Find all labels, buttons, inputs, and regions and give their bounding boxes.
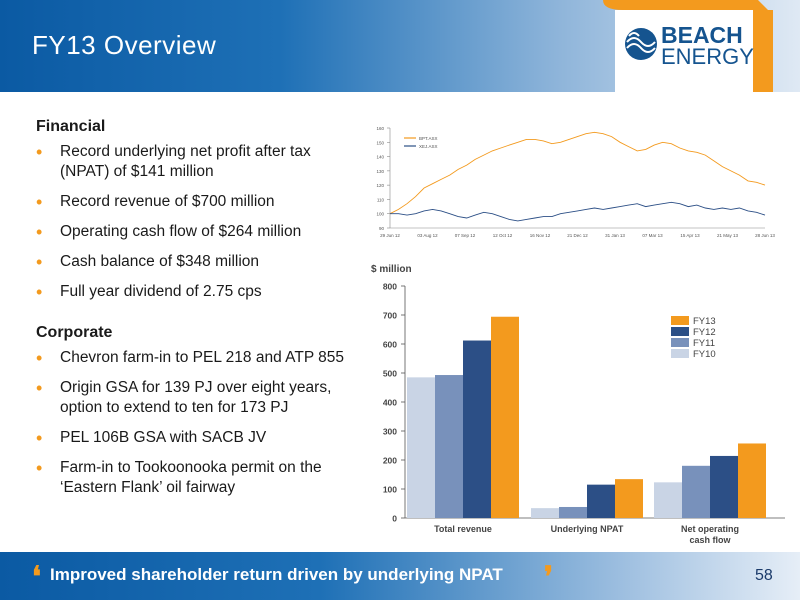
bar-fy12-2 [710, 455, 738, 518]
page-number: 58 [755, 567, 773, 584]
list-item: • Operating cash flow of $264 million [36, 222, 302, 242]
bar-fy12-0 [463, 340, 491, 518]
legend-label: FY11 [693, 338, 715, 349]
y-tick-label: 600 [383, 340, 397, 350]
company-logo: BEACH ENERGY [603, 0, 773, 92]
list-item: • Chevron farm-in to PEL 218 and ATP 855 [36, 348, 345, 368]
corporate-list: • Chevron farm-in to PEL 218 and ATP 855 … [36, 348, 361, 498]
legend-label: FY10 [693, 349, 716, 360]
slide-title: FY13 Overview [32, 30, 217, 60]
series-line-xej-asx [390, 201, 766, 222]
x-tick-label: 07 Sep 12 [455, 233, 476, 238]
y-tick-label: 90 [379, 226, 385, 231]
close-quote-icon: ❜ [544, 560, 554, 593]
y-tick-label: 140 [376, 155, 384, 160]
y-tick-label: 120 [376, 183, 384, 188]
bar-fy12-1 [587, 484, 615, 518]
y-tick-label: 800 [383, 282, 397, 292]
x-tick-label: 16 Nov 12 [530, 233, 551, 238]
legend-label: FY13 [693, 316, 716, 327]
legend-swatch-fy11 [671, 338, 689, 347]
x-tick-label: 21 Dec 12 [567, 233, 588, 238]
y-tick-label: 110 [377, 197, 385, 202]
corporate-heading: Corporate [36, 324, 113, 341]
y-axis-label: $ million [371, 264, 412, 275]
bar-fy10-0 [407, 377, 435, 518]
y-tick-label: 700 [383, 311, 397, 321]
bar-fy11-2 [682, 465, 710, 518]
legend-label: XEJ.ASX [419, 144, 438, 149]
x-tick-label: 28 Jun 13 [755, 233, 775, 238]
list-item: • Farm-in to Tookoonooka permit on the ‘E… [36, 458, 322, 496]
y-tick-label: 160 [376, 126, 384, 131]
y-tick-label: 300 [383, 427, 397, 437]
financials-bar-chart: $ million 0 100 200 300 400 500 600 700 800 Total … [371, 264, 785, 545]
bar-fy13-1 [615, 479, 643, 518]
open-quote-icon: ❛ [32, 560, 42, 593]
slide-footer [0, 552, 800, 600]
x-tick-label: 03 Aug 12 [417, 233, 438, 238]
list-item: • Record underlying net profit after tax … [36, 142, 311, 180]
x-tick-label: 15 Apr 13 [680, 233, 700, 238]
tagline: Improved shareholder return driven by un… [50, 565, 503, 584]
logo-text-energy: ENERGY [661, 44, 754, 69]
legend-label: BPT.ASX [419, 136, 438, 141]
bar-fy13-0 [491, 316, 519, 518]
legend-swatch-fy12 [671, 327, 689, 336]
y-tick-label: 150 [376, 140, 384, 145]
category-label: Underlying NPAT [551, 524, 624, 534]
series-line-bpt-asx [389, 131, 766, 215]
bar-fy11-0 [435, 375, 463, 518]
financial-list: • Record underlying net profit after tax … [36, 142, 361, 302]
y-tick-label: 200 [383, 456, 397, 466]
bar-fy10-2 [654, 482, 682, 518]
x-tick-label: 31 Jan 13 [605, 233, 625, 238]
financial-heading: Financial [36, 118, 106, 135]
list-item: • PEL 106B GSA with SACB JV [36, 428, 267, 448]
slide-header: FY13 Overview BEACH ENERGY [0, 0, 800, 92]
x-tick-label: 29 Jun 12 [380, 233, 400, 238]
category-label: Total revenue [434, 524, 492, 534]
bar-fy11-1 [559, 506, 587, 518]
y-tick-label: 100 [376, 212, 384, 217]
x-tick-label: 21 May 13 [717, 233, 739, 238]
list-item: • Cash balance of $348 million [36, 252, 260, 272]
bar-fy13-2 [738, 443, 766, 518]
category-label: Net operating [681, 524, 739, 534]
list-item: • Origin GSA for 139 PJ over eight years,… [36, 378, 332, 416]
x-tick-label: 07 Mar 13 [642, 233, 663, 238]
bar-fy10-1 [531, 508, 559, 518]
category-label: cash flow [689, 535, 731, 545]
legend-swatch-fy10 [671, 349, 689, 358]
y-tick-label: 400 [383, 398, 397, 408]
x-tick-label: 12 Oct 12 [493, 233, 513, 238]
legend-label: FY12 [693, 327, 716, 338]
logo-text-beach: BEACH [661, 22, 743, 48]
y-tick-label: 130 [376, 169, 384, 174]
y-tick-label: 500 [383, 369, 397, 379]
y-tick-label: 100 [383, 485, 397, 495]
list-item: • Record revenue of $700 million [36, 192, 275, 212]
share-price-line-chart: 90 100 110 120 130 140 150 160 29 Jun 12 03 Aug 1… [376, 126, 775, 238]
legend-swatch-fy13 [671, 316, 689, 325]
y-tick-label: 0 [392, 514, 397, 524]
list-item: • Full year dividend of 2.75 cps [36, 282, 262, 302]
bullet-content: Financial • Record underlying net profit … [36, 118, 361, 508]
